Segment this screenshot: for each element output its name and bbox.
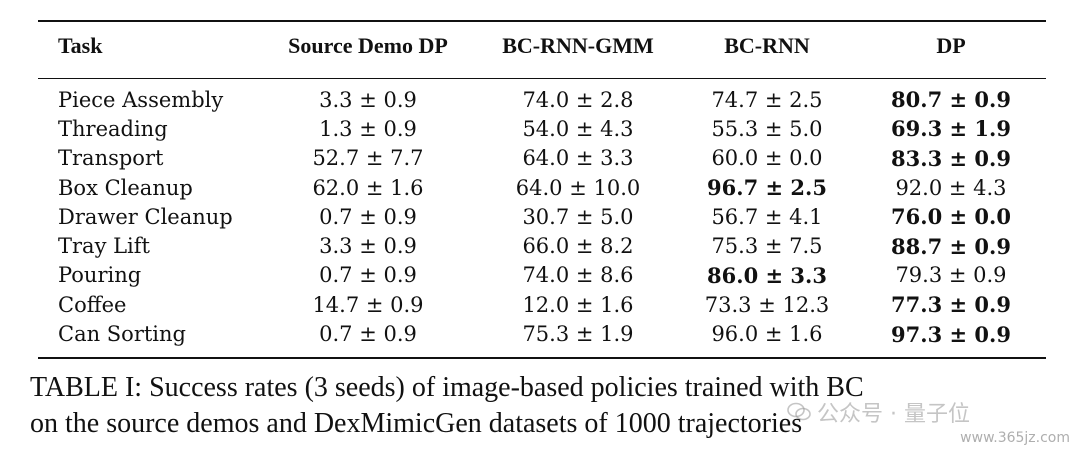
task-name-cell: Box Cleanup — [58, 175, 193, 200]
table-row: Drawer Cleanup 0.7 ± 0.9 30.7 ± 5.0 56.7 ± … — [38, 202, 1046, 231]
caption-line-1: TABLE I: Success rates (3 seeds) of imag… — [30, 372, 864, 403]
column-header-dp: DP — [936, 33, 966, 58]
success-rate-cell: 74.0 ± 8.6 — [522, 263, 634, 288]
success-rate-cell: 56.7 ± 4.1 — [711, 204, 823, 229]
success-rate-cell: 55.3 ± 5.0 — [711, 116, 823, 141]
task-name-cell: Transport — [58, 146, 164, 171]
table-row: Threading 1.3 ± 0.9 54.0 ± 4.3 55.3 ± 5.0 69… — [38, 114, 1046, 143]
table-caption: TABLE I: Success rates (3 seeds) of imag… — [30, 370, 1060, 442]
table-top-rule — [38, 20, 1046, 22]
task-name-cell: Pouring — [58, 263, 142, 288]
table-row: Transport 52.7 ± 7.7 64.0 ± 3.3 60.0 ± 0.0 8… — [38, 144, 1046, 173]
success-rate-cell: 75.3 ± 1.9 — [522, 322, 634, 347]
success-rate-cell: 96.0 ± 1.6 — [711, 322, 823, 347]
success-rate-cell: 74.0 ± 2.8 — [522, 87, 634, 112]
success-rate-cell: 80.7 ± 0.9 — [891, 87, 1011, 113]
task-name-cell: Can Sorting — [58, 322, 186, 347]
success-rate-cell: 60.0 ± 0.0 — [711, 146, 823, 171]
column-header-source-demo-dp: Source Demo DP — [288, 33, 448, 58]
success-rate-cell: 30.7 ± 5.0 — [522, 204, 634, 229]
success-rate-cell: 86.0 ± 3.3 — [707, 262, 827, 288]
caption-line-2: on the source demos and DexMimicGen data… — [30, 408, 803, 439]
success-rate-cell: 88.7 ± 0.9 — [891, 233, 1011, 259]
task-name-cell: Coffee — [58, 292, 127, 317]
table-row: Piece Assembly 3.3 ± 0.9 74.0 ± 2.8 74.7 ± … — [38, 85, 1046, 114]
results-table-body: Piece Assembly 3.3 ± 0.9 74.0 ± 2.8 74.7 ± … — [38, 85, 1046, 349]
task-name-cell: Tray Lift — [58, 234, 150, 259]
results-table-container: Task Source Demo DP BC-RNN-GMM BC-RNN DP… — [38, 20, 1046, 359]
success-rate-cell: 83.3 ± 0.9 — [891, 145, 1011, 171]
watermark-text: 公众号 · 量子位 — [817, 402, 970, 427]
table-row: Tray Lift 3.3 ± 0.9 66.0 ± 8.2 75.3 ± 7.5 88… — [38, 231, 1046, 260]
table-row: Pouring 0.7 ± 0.9 74.0 ± 8.6 86.0 ± 3.3 79.3… — [38, 261, 1046, 290]
success-rate-cell: 52.7 ± 7.7 — [312, 146, 424, 171]
success-rate-cell: 54.0 ± 4.3 — [522, 116, 634, 141]
success-rate-cell: 0.7 ± 0.9 — [319, 204, 417, 229]
success-rate-cell: 12.0 ± 1.6 — [522, 292, 634, 317]
table-header-rule — [38, 78, 1046, 79]
success-rate-cell: 64.0 ± 10.0 — [515, 175, 641, 200]
task-name-cell: Threading — [58, 116, 168, 141]
table-row: Box Cleanup 62.0 ± 1.6 64.0 ± 10.0 96.7 ± 2… — [38, 173, 1046, 202]
column-header-task: Task — [58, 33, 103, 58]
results-table: Task Source Demo DP BC-RNN-GMM BC-RNN DP — [38, 22, 1046, 70]
success-rate-cell: 79.3 ± 0.9 — [895, 263, 1007, 288]
column-header-bc-rnn-gmm: BC-RNN-GMM — [502, 33, 654, 58]
success-rate-cell: 97.3 ± 0.9 — [891, 321, 1011, 347]
success-rate-cell: 75.3 ± 7.5 — [711, 234, 823, 259]
table-row: Can Sorting 0.7 ± 0.9 75.3 ± 1.9 96.0 ± 1.6… — [38, 319, 1046, 348]
success-rate-cell: 0.7 ± 0.9 — [319, 263, 417, 288]
success-rate-cell: 3.3 ± 0.9 — [319, 234, 417, 259]
success-rate-cell: 14.7 ± 0.9 — [312, 292, 424, 317]
success-rate-cell: 62.0 ± 1.6 — [312, 175, 424, 200]
task-name-cell: Piece Assembly — [58, 87, 224, 112]
task-name-cell: Drawer Cleanup — [58, 204, 233, 229]
table-bottom-rule — [38, 356, 1046, 359]
watermark-site: www.365jz.com — [960, 430, 1070, 446]
watermark: 公众号 · 量子位 — [787, 396, 970, 428]
success-rate-cell: 77.3 ± 0.9 — [891, 292, 1011, 318]
success-rate-cell: 66.0 ± 8.2 — [522, 234, 634, 259]
success-rate-cell: 92.0 ± 4.3 — [895, 175, 1007, 200]
success-rate-cell: 96.7 ± 2.5 — [707, 175, 827, 201]
success-rate-cell: 74.7 ± 2.5 — [711, 87, 823, 112]
success-rate-cell: 64.0 ± 3.3 — [522, 146, 634, 171]
success-rate-cell: 1.3 ± 0.9 — [319, 116, 417, 141]
success-rate-cell: 73.3 ± 12.3 — [704, 292, 830, 317]
success-rate-cell: 0.7 ± 0.9 — [319, 322, 417, 347]
wechat-icon — [787, 402, 811, 422]
success-rate-cell: 69.3 ± 1.9 — [891, 116, 1011, 142]
column-header-bc-rnn: BC-RNN — [724, 33, 810, 58]
table-header-row: Task Source Demo DP BC-RNN-GMM BC-RNN DP — [38, 22, 1046, 70]
success-rate-cell: 3.3 ± 0.9 — [319, 87, 417, 112]
success-rate-cell: 76.0 ± 0.0 — [891, 204, 1011, 230]
table-row: Coffee 14.7 ± 0.9 12.0 ± 1.6 73.3 ± 12.3 77.… — [38, 290, 1046, 319]
